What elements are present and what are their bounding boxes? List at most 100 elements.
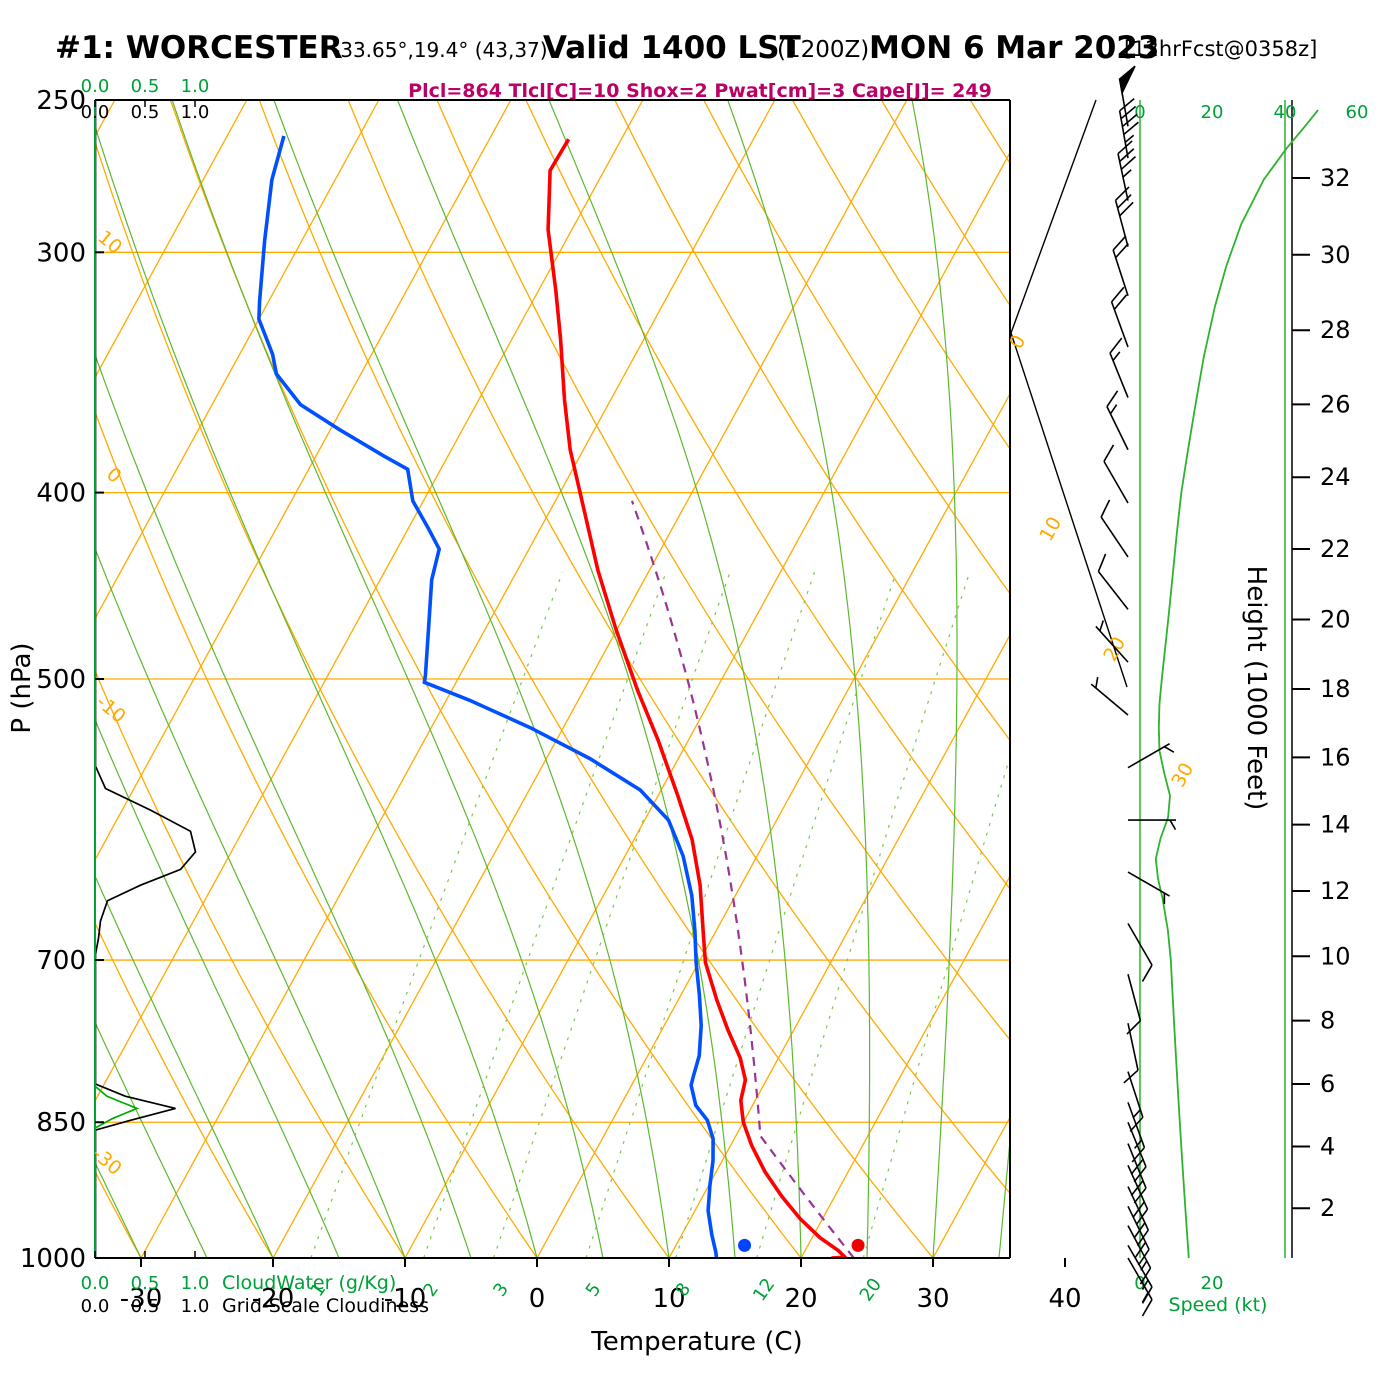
cloudwater-scale-bottom: 0.5 <box>131 1273 160 1294</box>
barb-tick <box>1097 553 1107 572</box>
sounding-profiles <box>257 135 855 1258</box>
barb-tick <box>1117 140 1133 155</box>
barb-half-tick <box>1109 404 1118 415</box>
barb-tick <box>1133 1187 1147 1204</box>
wind-barbs <box>1090 65 1177 1317</box>
parcel-path <box>630 500 855 1258</box>
pressure-tick-label: 500 <box>36 665 86 695</box>
pressure-tick-label: 850 <box>36 1108 86 1138</box>
barb-tick <box>1112 235 1127 251</box>
moist-adiabat <box>95 546 406 1258</box>
height-axis-title: Height (1000 Feet) <box>1241 566 1271 811</box>
barb-staff <box>1127 1225 1152 1269</box>
barb-half-tick <box>1112 351 1121 362</box>
cloudiness-axis-title: Grid-Scale Cloudiness <box>222 1295 429 1317</box>
cloudwater-scale-bottom: 0.0 <box>81 1273 110 1294</box>
speed-profile <box>1154 109 1319 1258</box>
barb-staff <box>1095 625 1129 663</box>
barb-tick <box>1113 294 1128 310</box>
temp-tick-label: 30 <box>916 1284 949 1314</box>
surface-marker <box>851 1238 865 1252</box>
barb-staff <box>1106 406 1129 451</box>
barb-flag <box>1118 65 1136 96</box>
height-tick-label: 12 <box>1320 877 1351 905</box>
speed-scale-bottom: 20 <box>1201 1273 1224 1294</box>
cloud-profiles <box>95 100 197 1258</box>
speed-axis-title: Speed (kt) <box>1169 1294 1268 1316</box>
height-tick-label: 26 <box>1320 390 1351 418</box>
temp-tick-label: -10 <box>384 1284 426 1314</box>
barb-tick <box>1115 186 1130 201</box>
barb-half-tick <box>1099 620 1105 632</box>
dry-adiabat <box>525 100 1010 890</box>
valid-time: Valid 1400 LST <box>543 30 801 66</box>
barb-tick <box>1117 194 1132 209</box>
height-tick-label: 2 <box>1320 1194 1335 1222</box>
barb-tick <box>1119 148 1135 163</box>
pressure-tick-label: 250 <box>36 86 86 116</box>
fcst-tag: [12hrFcst@0358z] <box>1124 37 1317 61</box>
mixing-ratio-line <box>310 571 564 1258</box>
height-tick-label: 18 <box>1320 675 1351 703</box>
barb-tick <box>1109 337 1123 354</box>
moist-adiabat <box>273 100 670 1258</box>
dewpoint-profile <box>257 135 719 1258</box>
barb-tick <box>1103 444 1115 462</box>
barb-half-tick <box>1163 745 1175 753</box>
moist-adiabat <box>95 1020 208 1258</box>
barb-half-tick <box>1124 134 1135 143</box>
mixing-ratio-label: 3 <box>489 1279 513 1300</box>
mixing-ratio-line <box>756 572 971 1258</box>
barb-tick <box>1106 390 1119 408</box>
valid-date: MON 6 Mar 2023 <box>869 30 1159 66</box>
barb-tick <box>1121 113 1138 128</box>
dry-adiabat <box>1148 100 1400 1258</box>
barb-staff <box>1103 461 1129 504</box>
cloudiness-scale-top: 0.0 <box>81 102 110 123</box>
barb-tick <box>1120 105 1137 120</box>
temperature-profile <box>546 138 849 1258</box>
station-title: #1: WORCESTER <box>55 30 343 66</box>
moist-adiabat <box>548 100 802 1258</box>
mixing-ratio-line <box>862 754 1010 1258</box>
barb-tick <box>1123 121 1139 136</box>
dry-adiabat <box>791 100 1010 450</box>
height-tick-label: 4 <box>1320 1133 1335 1161</box>
barb-tick <box>1115 243 1129 259</box>
height-tick-label: 30 <box>1320 241 1351 269</box>
speed-scale-top: 0 <box>1134 102 1145 123</box>
station-coords: -33.65°,19.4° (43,37) <box>333 38 548 62</box>
moist-adiabat <box>911 100 958 1258</box>
barb-tick <box>1119 201 1134 217</box>
mixing-ratio-label: 5 <box>582 1279 606 1300</box>
barb-tick <box>1141 1299 1153 1317</box>
barb-half-tick <box>1095 676 1099 689</box>
cloudiness-scale-top: 1.0 <box>181 102 210 123</box>
moist-adiabat <box>727 100 871 1258</box>
barb-staff <box>1127 1121 1147 1168</box>
barb-half-tick <box>1141 1279 1149 1290</box>
isotherm-label: 0 <box>1005 331 1030 352</box>
cloudiness-scale-bottom: 0.5 <box>131 1296 160 1317</box>
moist-adiabat <box>95 874 274 1258</box>
mixing-ratio-line <box>423 571 667 1258</box>
pressure-tick-label: 1000 <box>20 1244 86 1274</box>
pressure-tick-label: 300 <box>36 238 86 268</box>
dry-adiabat <box>258 100 934 1258</box>
moist-adiabat <box>95 353 472 1258</box>
dry-adiabat-label: -10 <box>92 691 130 728</box>
height-tick-label: 32 <box>1320 164 1351 192</box>
mixing-ratio-label: 12 <box>749 1274 779 1305</box>
valid-z: (1200Z) <box>777 37 869 63</box>
moist-adiabat <box>95 718 340 1258</box>
dry-adiabat <box>95 410 538 1258</box>
barb-tick <box>1110 286 1125 303</box>
barb-tick <box>1123 1069 1139 1084</box>
barb-half-tick <box>1141 1292 1149 1303</box>
dry-adiabat <box>95 921 274 1258</box>
temp-tick-label: -20 <box>252 1284 294 1314</box>
barb-half-tick <box>1169 819 1177 831</box>
height-tick-label: 28 <box>1320 316 1351 344</box>
